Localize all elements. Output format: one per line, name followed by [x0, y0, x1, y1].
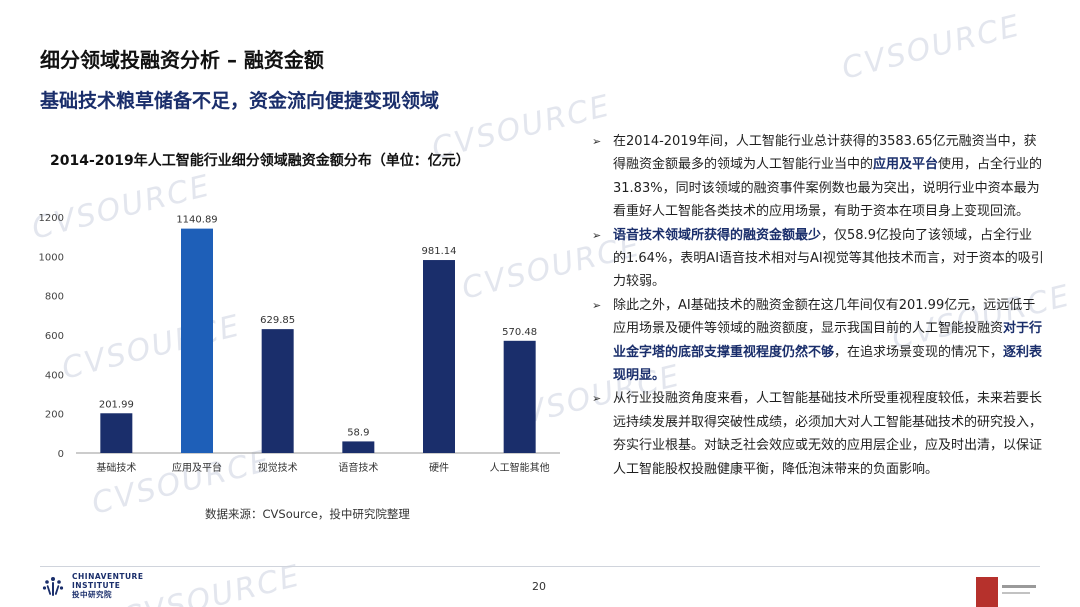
x-tick-label: 基础技术	[96, 461, 136, 474]
footer-divider	[40, 566, 1040, 567]
bullet-text: 在2014-2019年间，人工智能行业总计获得的3583.65亿元融资当中，获得…	[613, 134, 1037, 173]
bullet-text: 从行业投融资角度来看，人工智能基础技术所受重视程度较低，未来若要长远持续发展并取…	[613, 391, 1043, 477]
chart-title: 2014-2019年人工智能行业细分领域融资金额分布（单位：亿元）	[50, 153, 470, 169]
data-label: 1140.89	[176, 215, 217, 226]
bar-6	[503, 340, 536, 453]
bullet-arrow-icon: ➢	[592, 135, 602, 148]
bullet-arrow-icon: ➢	[592, 392, 602, 406]
bullet-item: ➢ 在2014-2019年间，人工智能行业总计获得的3583.65亿元融资当中，获…	[592, 130, 1044, 224]
bar-1	[100, 413, 133, 453]
bullet-item: ➢ 语音技术领域所获得的融资金额最少，仅58.9亿投向了该领域，占全行业的1.64…	[592, 224, 1044, 294]
bar-2	[181, 228, 213, 453]
x-tick-label: 视觉技术	[258, 461, 298, 474]
watermark: CVSOURCE	[838, 8, 1025, 87]
bullet-arrow-icon: ➢	[592, 228, 602, 242]
bullet-text: 使用，占全行业的31.83%，同时该领域的融资事件案例数也最为突出，说明行业中资…	[613, 157, 1043, 220]
data-label: 201.99	[99, 399, 134, 410]
x-tick-label: 应用及平台	[172, 461, 222, 474]
bar-chart: 0 200 400 600 800 1000 1200 201.99 基础技术 1140.89 应用…	[39, 213, 560, 474]
analysis-bullets: ➢ 在2014-2019年间，人工智能行业总计获得的3583.65亿元融资当中，获…	[592, 130, 1044, 481]
bullet-text: ，仅58.9亿投向了该领域，占全行业的1.64%，表明AI语音技术相对与AI视觉…	[613, 227, 1044, 290]
slide-title: 细分领域投融资分析 – 融资金额	[40, 48, 324, 72]
highlight-text: 逐利表现明显。	[613, 344, 1043, 384]
y-tick-label: 200	[45, 410, 64, 421]
y-tick-label: 1000	[39, 252, 64, 263]
bullet-item: ➢ 从行业投融资角度来看，人工智能基础技术所受重视程度较低，未来若要长远持续发展并…	[592, 387, 1044, 481]
chinaventure-logo-icon	[42, 576, 64, 596]
y-tick-label: 600	[45, 331, 64, 342]
bar-4	[342, 441, 375, 453]
bullet-text: ，在追求场景变现的情况下，	[834, 344, 1004, 360]
x-tick-label: 语音技术	[338, 461, 378, 474]
y-tick-label: 800	[45, 292, 64, 303]
logo-text: CHINAVENTURE INSTITUTE 投中研究院	[72, 572, 144, 599]
slide-subtitle: 基础技术粮草储备不足，资金流向便捷变现领域	[40, 90, 440, 112]
data-label: 629.85	[260, 315, 295, 326]
highlight-text: 对于行业金字塔的底部支撑重视程度仍然不够	[613, 321, 1043, 360]
source-note: 数据来源：CVSource，投中研究院整理	[205, 507, 410, 521]
y-tick-label: 0	[58, 449, 64, 460]
bullet-arrow-icon: ➢	[592, 298, 602, 312]
page-number: 20	[532, 580, 546, 593]
bullet-text: 除此之外，AI基础技术的融资金额在这几年间仅有201.99亿元，远远低于应用场景…	[613, 297, 1036, 337]
x-tick-label: 硬件	[429, 462, 449, 474]
highlight-text: 应用及平台	[873, 157, 939, 173]
bullet-item: ➢ 除此之外，AI基础技术的融资金额在这几年间仅有201.99亿元，远远低于应用场…	[592, 294, 1044, 388]
y-tick-label: 1200	[39, 213, 64, 224]
bar-3	[261, 329, 294, 453]
footer-logo: CHINAVENTURE INSTITUTE 投中研究院	[40, 572, 143, 599]
data-label: 58.9	[347, 427, 369, 438]
y-tick-label: 400	[45, 370, 64, 381]
highlight-text: 语音技术领域所获得的融资金额最少	[613, 227, 822, 243]
x-tick-label: 人工智能其他	[490, 461, 550, 474]
data-label: 981.14	[422, 246, 457, 257]
data-label: 570.48	[502, 327, 537, 338]
partner-logo	[976, 577, 1036, 607]
bar-5	[423, 260, 455, 453]
